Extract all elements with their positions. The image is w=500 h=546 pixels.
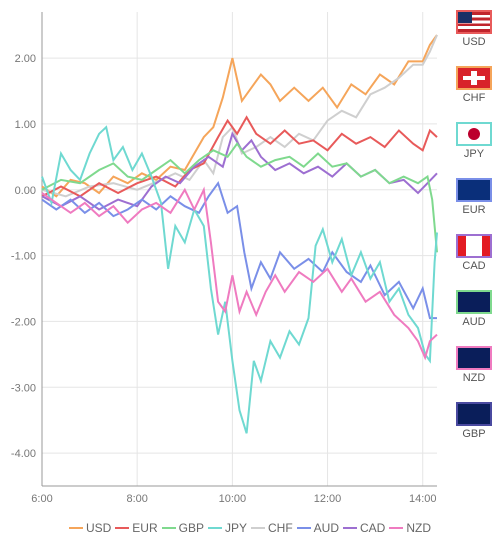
line-chart-svg: -4.00 -3.00 -2.00 -1.00 0.00 1.00 2.00 6:00 8:00… [0,0,445,510]
x-tick-label: 10:00 [219,493,247,505]
legend-label: CAD [360,521,385,535]
legend-item-usd[interactable]: USD [69,521,111,535]
y-tick-label: -3.00 [11,382,36,394]
legend-label: CHF [268,521,293,535]
flag-item-cad[interactable]: CAD [453,234,495,272]
legend-item-jpy[interactable]: JPY [208,521,247,535]
x-tick-label: 12:00 [314,493,342,505]
y-tick-label: -4.00 [11,448,36,460]
legend-item-eur[interactable]: EUR [115,521,157,535]
flag-label: USD [462,36,485,48]
x-tick-label: 8:00 [126,493,147,505]
y-tick-label: -1.00 [11,251,36,263]
flag-icon-eur [456,178,492,202]
y-tick-label: 0.00 [15,185,36,197]
flag-item-jpy[interactable]: JPY [453,122,495,160]
legend-label: USD [86,521,111,535]
legend-item-gbp[interactable]: GBP [162,521,204,535]
flag-label: EUR [462,204,485,216]
flag-label: AUD [462,316,485,328]
y-tick-label: -2.00 [11,316,36,328]
legend-label: NZD [406,521,431,535]
currency-chart-container: -4.00 -3.00 -2.00 -1.00 0.00 1.00 2.00 6:00 8:00… [0,0,500,546]
flag-label: GBP [462,428,485,440]
flag-icon-gbp [456,402,492,426]
series-line-eur[interactable] [42,117,437,196]
flag-icon-nzd [456,346,492,370]
chart-plot-area: -4.00 -3.00 -2.00 -1.00 0.00 1.00 2.00 6:00 8:00… [0,0,445,510]
flag-label: JPY [464,148,484,160]
legend-swatch [69,527,83,529]
legend-label: AUD [314,521,339,535]
flag-label: CAD [462,260,485,272]
legend-swatch [343,527,357,529]
flag-icon-aud [456,290,492,314]
legend-label: JPY [225,521,247,535]
flag-item-usd[interactable]: USD [453,10,495,48]
legend-swatch [389,527,403,529]
flag-item-gbp[interactable]: GBP [453,402,495,440]
legend-swatch [115,527,129,529]
flag-icon-usa [456,10,492,34]
series-line-aud[interactable] [42,183,437,318]
flag-icon-cad [456,234,492,258]
flag-item-eur[interactable]: EUR [453,178,495,216]
flag-item-nzd[interactable]: NZD [453,346,495,384]
y-tick-label: 1.00 [15,119,36,131]
series-line-nzd[interactable] [42,190,437,358]
legend-swatch [251,527,265,529]
series-line-gbp[interactable] [42,144,437,253]
legend-item-chf[interactable]: CHF [251,521,293,535]
legend-swatch [297,527,311,529]
legend-swatch [162,527,176,529]
flag-item-chf[interactable]: CHF [453,66,495,104]
x-tick-label: 6:00 [31,493,52,505]
flag-label: NZD [463,372,486,384]
chart-legend: USD EUR GBP JPY CHF AUD CAD NZD [0,510,500,546]
legend-label: GBP [179,521,204,535]
legend-item-aud[interactable]: AUD [297,521,339,535]
flag-label: CHF [463,92,486,104]
flag-item-aud[interactable]: AUD [453,290,495,328]
legend-swatch [208,527,222,529]
x-tick-label: 14:00 [409,493,437,505]
legend-item-cad[interactable]: CAD [343,521,385,535]
flag-icon-jpy [456,122,492,146]
currency-flag-list: USD CHF JPY EUR CAD AUD NZD GBP [445,0,500,510]
y-tick-label: 2.00 [15,53,36,65]
legend-item-nzd[interactable]: NZD [389,521,431,535]
legend-label: EUR [132,521,157,535]
flag-icon-chf [456,66,492,90]
